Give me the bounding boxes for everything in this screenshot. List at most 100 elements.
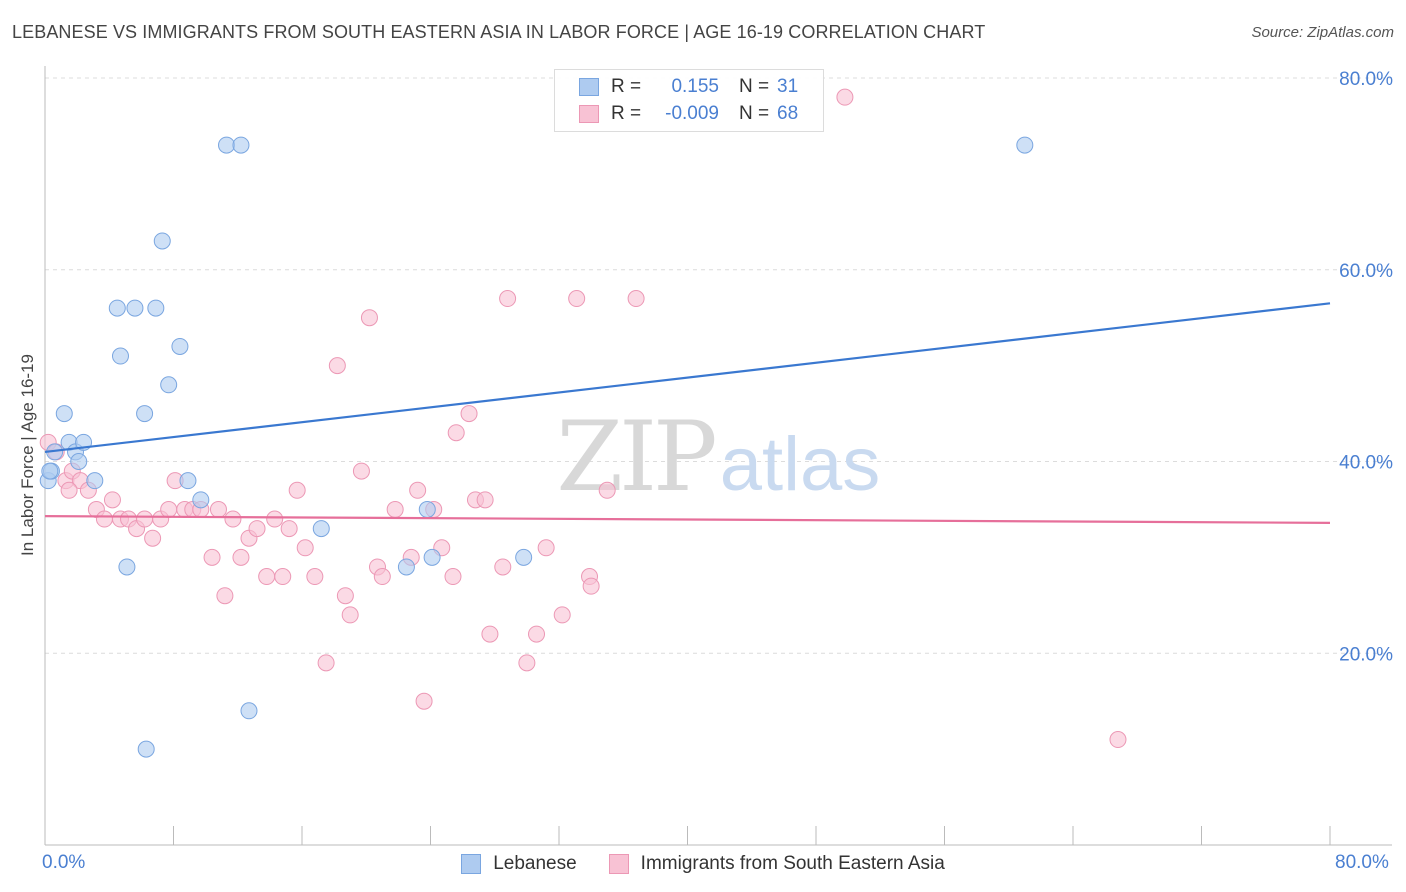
n-label: N =: [739, 76, 770, 97]
immigrants-point: [528, 625, 546, 643]
r-label: R =: [611, 103, 642, 124]
immigrants-point: [494, 558, 512, 576]
stats-legend: R = 0.155 N = 31 R = -0.009 N = 68: [554, 69, 824, 132]
immigrants-point: [95, 510, 113, 528]
immigrants-point: [209, 500, 227, 518]
lebanese-point: [397, 558, 415, 576]
lebanese-point: [240, 702, 258, 720]
n-value: 68: [777, 103, 799, 124]
lebanese-point: [1016, 136, 1034, 154]
y-tick-label: 40.0%: [1339, 453, 1393, 474]
lebanese-point: [108, 299, 126, 317]
r-label: R =: [611, 76, 642, 97]
x-tick-max: 80.0%: [1335, 852, 1389, 873]
lebanese-point: [418, 500, 436, 518]
chart-title: LEBANESE VS IMMIGRANTS FROM SOUTH EASTER…: [12, 22, 986, 42]
lebanese-point: [171, 337, 189, 355]
immigrants-point: [386, 500, 404, 518]
immigrants-point: [280, 520, 298, 538]
stats-row-immigrants: R = -0.009 N = 68: [579, 102, 807, 126]
immigrants-point: [568, 290, 586, 308]
lebanese-point: [232, 136, 250, 154]
immigrants-point: [553, 606, 571, 624]
lebanese-point: [153, 232, 171, 250]
x-tick-min: 0.0%: [42, 852, 86, 873]
watermark-zip: ZIP: [556, 401, 715, 513]
legend-label-immigrants: Immigrants from South Eastern Asia: [640, 853, 945, 874]
immigrants-point: [352, 462, 370, 480]
watermark-atlas: atlas: [720, 422, 881, 507]
y-tick-label: 20.0%: [1339, 644, 1393, 665]
immigrants-point: [296, 539, 314, 557]
immigrants-point: [409, 481, 427, 499]
immigrants-point: [481, 625, 499, 643]
immigrants-legend-swatch: [608, 854, 629, 874]
immigrants-point: [627, 290, 645, 308]
immigrants-point: [144, 529, 162, 547]
immigrants-point: [499, 290, 517, 308]
n-label: N =: [739, 103, 770, 124]
immigrants-point: [288, 481, 306, 499]
immigrants-point: [103, 491, 121, 509]
y-tick-label: 60.0%: [1339, 261, 1393, 282]
lebanese-point: [41, 462, 59, 480]
legend-item-immigrants: Immigrants from South Eastern Asia: [608, 853, 945, 875]
immigrants-point: [306, 568, 324, 586]
immigrants-point: [341, 606, 359, 624]
immigrants-point: [248, 520, 266, 538]
source-label: Source: ZipAtlas.com: [1251, 24, 1394, 41]
immigrants-swatch: [579, 105, 599, 123]
stats-row-lebanese: R = 0.155 N = 31: [579, 75, 807, 99]
immigrants-point: [836, 88, 854, 106]
immigrants-point: [360, 309, 378, 327]
n-value: 31: [777, 76, 799, 97]
lebanese-point: [137, 740, 155, 758]
lebanese-point: [147, 299, 165, 317]
lebanese-legend-swatch: [461, 854, 482, 874]
lebanese-point: [192, 491, 210, 509]
lebanese-swatch: [579, 78, 599, 96]
y-axis-label: In Labor Force | Age 16-19: [18, 354, 37, 556]
immigrants-point: [328, 357, 346, 375]
r-value: -0.009: [665, 103, 719, 124]
immigrants-point: [537, 539, 555, 557]
immigrants-point: [317, 654, 335, 672]
lebanese-point: [70, 453, 88, 470]
immigrants-point: [447, 424, 465, 442]
immigrants-point: [224, 510, 242, 528]
lebanese-point: [86, 472, 104, 490]
immigrants-point: [258, 568, 276, 586]
lebanese-point: [136, 405, 154, 423]
immigrants-point: [232, 548, 250, 566]
lebanese-point: [312, 520, 330, 538]
lebanese-point: [515, 548, 533, 566]
lebanese-trend-line: [44, 302, 1331, 454]
immigrants-trend-line: [44, 515, 1331, 524]
immigrants-point: [266, 510, 284, 528]
series-legend: Lebanese Immigrants from South Eastern A…: [0, 852, 1406, 876]
lebanese-point: [118, 558, 136, 576]
lebanese-point: [423, 548, 441, 566]
y-tick-label: 80.0%: [1339, 69, 1393, 90]
immigrants-point: [60, 481, 78, 499]
legend-item-lebanese: Lebanese: [461, 853, 577, 875]
immigrants-point: [415, 692, 433, 710]
r-value: 0.155: [671, 76, 719, 97]
immigrants-point: [274, 568, 292, 586]
lebanese-point: [218, 136, 236, 154]
immigrants-point: [336, 587, 354, 605]
immigrants-point: [598, 481, 616, 499]
immigrants-point: [373, 568, 391, 586]
immigrants-point: [203, 548, 221, 566]
lebanese-point: [55, 405, 73, 423]
immigrants-point: [1109, 731, 1127, 749]
immigrants-point: [518, 654, 536, 672]
immigrants-point: [136, 510, 154, 528]
immigrants-point: [582, 577, 600, 595]
lebanese-point: [126, 299, 144, 317]
legend-label-lebanese: Lebanese: [493, 853, 577, 874]
immigrants-point: [160, 500, 178, 518]
lebanese-point: [160, 376, 178, 394]
lebanese-point: [111, 347, 129, 365]
